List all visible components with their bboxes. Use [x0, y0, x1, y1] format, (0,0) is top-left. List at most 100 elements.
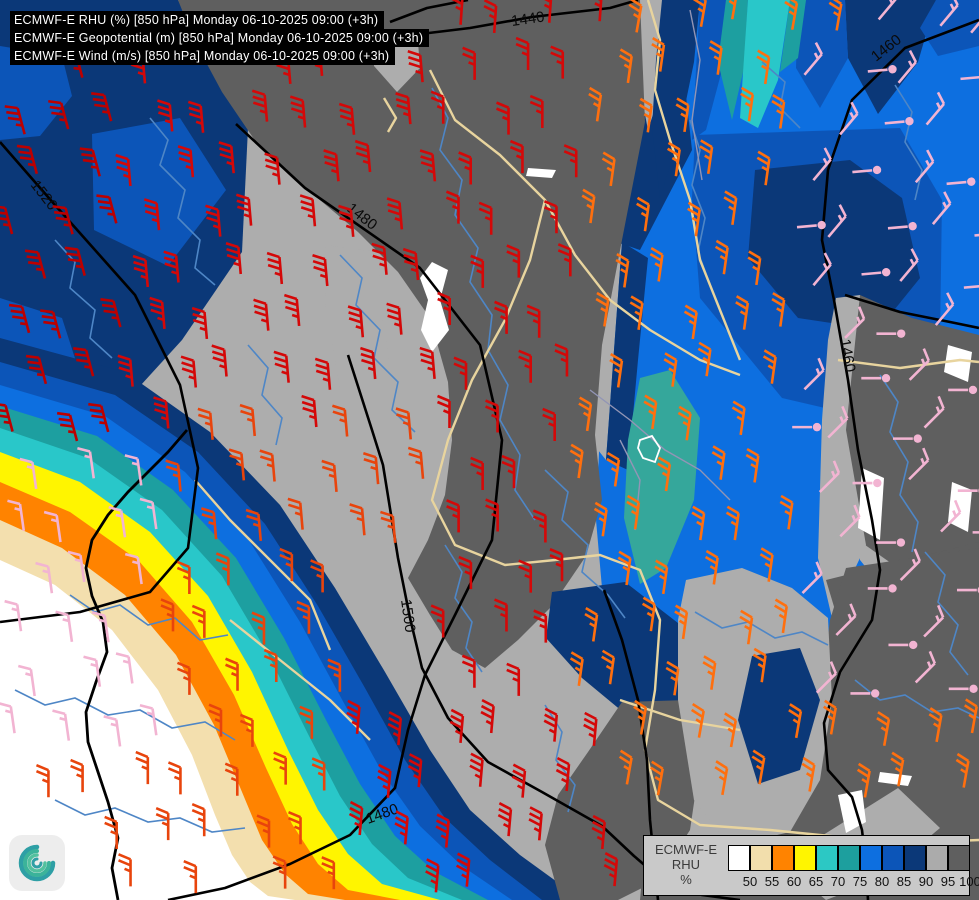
wind-barb [348, 800, 364, 836]
rh-region [920, 0, 979, 56]
wind-barb [714, 760, 729, 796]
rh-region [692, 0, 726, 140]
river-line [894, 84, 923, 201]
geopotential-contour [844, 293, 979, 330]
wind-barb [771, 292, 786, 327]
wind-barb [478, 201, 493, 235]
river-line [879, 374, 919, 553]
wind-barb [331, 404, 349, 437]
wind-barb [349, 503, 366, 536]
coastline [84, 429, 189, 900]
wind-barb [914, 149, 935, 184]
river-line [761, 61, 801, 129]
wind-barb [0, 701, 16, 734]
wind-barb [91, 611, 110, 643]
wind-barb [377, 763, 392, 798]
wind-barb [118, 853, 132, 887]
wind-barb [218, 141, 235, 174]
legend: ECMWF-E RHU % 50 55 60 65 70 75 80 85 90 95 100 [643, 835, 979, 896]
wind-barb [877, 0, 898, 21]
wind-barb [666, 141, 681, 177]
wind-barb [497, 802, 513, 837]
wind-barb [934, 292, 955, 326]
wind-barb [887, 221, 917, 231]
header-line-rhu: ECMWF-E RHU (%) [850 hPa] Monday 06-10-2… [10, 11, 385, 29]
wind-barb [803, 42, 823, 76]
wind-barb [124, 552, 143, 585]
wind-barb [0, 402, 14, 432]
geopotential-contour [389, 0, 469, 24]
wind-barb [0, 204, 14, 235]
wind-barb [301, 394, 318, 428]
wind-barb [8, 303, 31, 334]
wind-barb [407, 446, 425, 479]
wind-barb [115, 153, 132, 187]
wind-barb [187, 100, 205, 133]
contour-label: 1460 [836, 338, 859, 374]
country-border-line [430, 199, 556, 567]
contour-label: 1500 [397, 598, 418, 633]
wind-barb [852, 165, 882, 175]
wind-barb [542, 407, 556, 441]
map-header: ECMWF-E RHU (%) [850 hPa] Monday 06-10-2… [10, 11, 430, 65]
wind-barb [96, 194, 118, 224]
wind-barb [445, 190, 460, 224]
wind-barb [509, 139, 524, 174]
wind-barb [956, 585, 979, 595]
wind-barb [818, 460, 841, 493]
rh-region [718, 0, 748, 120]
country-border-line [194, 479, 332, 651]
wind-barb [699, 139, 714, 175]
river-line [431, 87, 536, 521]
wind-barb [538, 0, 553, 23]
wind-barb [346, 699, 361, 734]
wind-barb [628, 0, 643, 33]
wind-barb [651, 37, 666, 72]
legend-swatch [882, 845, 904, 871]
wind-barb [132, 254, 150, 288]
wind-barb [657, 456, 672, 492]
wind-barb [143, 198, 161, 231]
river-line [54, 799, 246, 833]
wind-barb [595, 291, 610, 327]
wind-barb [690, 702, 705, 738]
wind-barb [312, 253, 329, 287]
wind-barb [784, 0, 799, 30]
wind-barb [483, 0, 498, 34]
wind-barb [827, 204, 847, 238]
wind-barb [395, 92, 412, 125]
legend-tick: 60 [786, 874, 802, 889]
wind-barb [386, 302, 403, 335]
wind-barb [155, 806, 170, 841]
wind-barb [578, 396, 593, 432]
wind-barb [387, 711, 403, 746]
wind-barb [225, 657, 239, 691]
wind-barb [677, 405, 692, 441]
river-line [339, 254, 416, 433]
legend-tick: 85 [896, 874, 912, 889]
wind-barb [960, 75, 979, 81]
wind-barb [177, 145, 195, 178]
wind-barb [103, 715, 122, 747]
legend-tick: 100 [959, 874, 979, 889]
wind-barb [974, 232, 979, 237]
country-border-line [382, 97, 398, 133]
wind-barb [211, 344, 228, 377]
wind-barb [256, 814, 271, 848]
wind-barb [581, 188, 596, 224]
wind-barb [501, 454, 516, 489]
rh-region [748, 160, 920, 330]
wind-barb [533, 609, 548, 643]
wind-barb [724, 0, 739, 20]
wind-barb [436, 394, 451, 428]
wind-barb [485, 399, 499, 433]
rh-region [818, 295, 866, 618]
wind-barb [532, 509, 547, 543]
wind-barb [67, 550, 86, 583]
wind-barb [24, 249, 47, 279]
wind-barb [928, 707, 943, 743]
wind-barb [380, 510, 397, 543]
wind-barb [629, 295, 644, 331]
rh-region [878, 772, 912, 786]
